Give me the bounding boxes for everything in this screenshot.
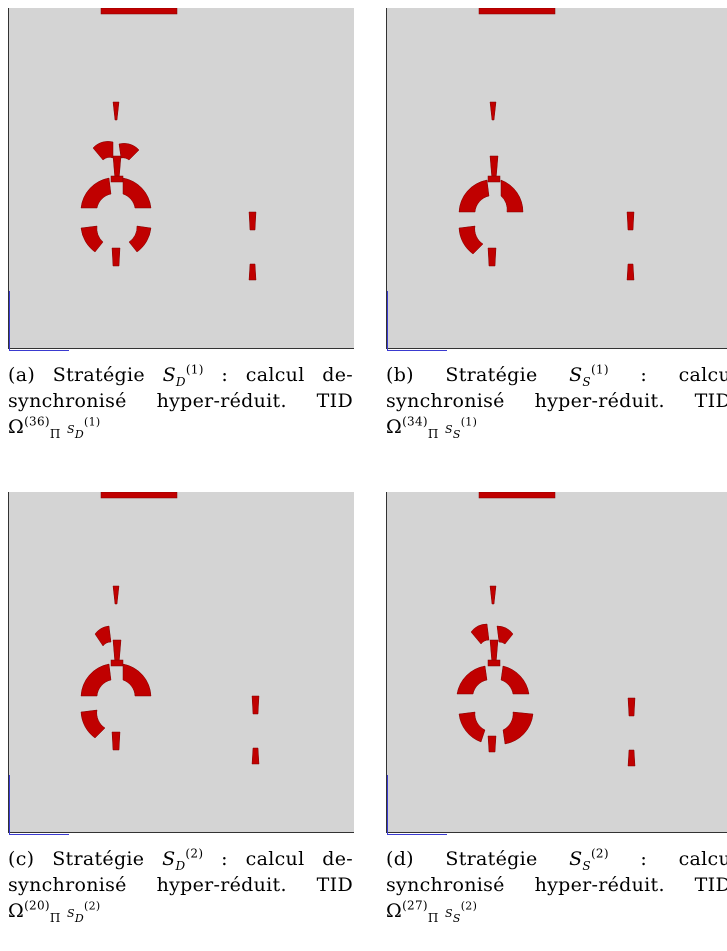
caption-b: (b) Stratégie SS(1) : calcu synchronisé … [386,362,727,441]
caption-c: (c) Stratégie SD(2) : calcul de- synchro… [8,846,354,925]
axis-x-icon [387,834,447,835]
reduced-domain-d [456,492,636,767]
mesh-plot-a [8,8,354,351]
reduced-domain-b [458,8,635,281]
reduced-domain-a [80,8,257,281]
caption-a: (a) Stratégie SD(1) : calcul de- synchro… [8,362,353,441]
axis-y-icon [387,775,388,835]
axis-x-icon [9,350,69,351]
mesh-plot-b [386,8,727,351]
reduced-domain-c [80,492,260,765]
axis-y-icon [387,291,388,351]
mesh-plot-d [386,492,727,835]
axis-y-icon [9,775,10,835]
axis-x-icon [387,350,447,351]
caption-d: (d) Stratégie SS(2) : calcu synchronisé … [386,846,727,925]
axis-y-icon [9,291,10,351]
axis-x-icon [9,834,69,835]
mesh-plot-c [8,492,354,835]
